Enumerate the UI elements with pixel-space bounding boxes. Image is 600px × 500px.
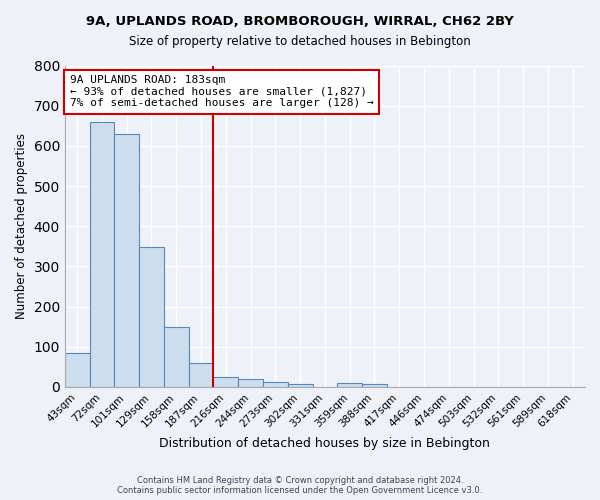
Bar — [337, 383, 362, 387]
Bar — [115, 134, 139, 387]
Bar — [263, 382, 288, 387]
Y-axis label: Number of detached properties: Number of detached properties — [15, 133, 28, 319]
X-axis label: Distribution of detached houses by size in Bebington: Distribution of detached houses by size … — [160, 437, 490, 450]
Bar — [65, 353, 89, 387]
Bar — [214, 377, 238, 387]
Bar — [139, 247, 164, 387]
Bar — [288, 384, 313, 387]
Bar — [89, 122, 115, 387]
Text: 9A, UPLANDS ROAD, BROMBOROUGH, WIRRAL, CH62 2BY: 9A, UPLANDS ROAD, BROMBOROUGH, WIRRAL, C… — [86, 15, 514, 28]
Text: 9A UPLANDS ROAD: 183sqm
← 93% of detached houses are smaller (1,827)
7% of semi-: 9A UPLANDS ROAD: 183sqm ← 93% of detache… — [70, 75, 374, 108]
Text: Size of property relative to detached houses in Bebington: Size of property relative to detached ho… — [129, 35, 471, 48]
Bar — [188, 363, 214, 387]
Bar — [238, 379, 263, 387]
Bar — [164, 328, 188, 387]
Bar — [362, 384, 387, 387]
Text: Contains HM Land Registry data © Crown copyright and database right 2024.
Contai: Contains HM Land Registry data © Crown c… — [118, 476, 482, 495]
